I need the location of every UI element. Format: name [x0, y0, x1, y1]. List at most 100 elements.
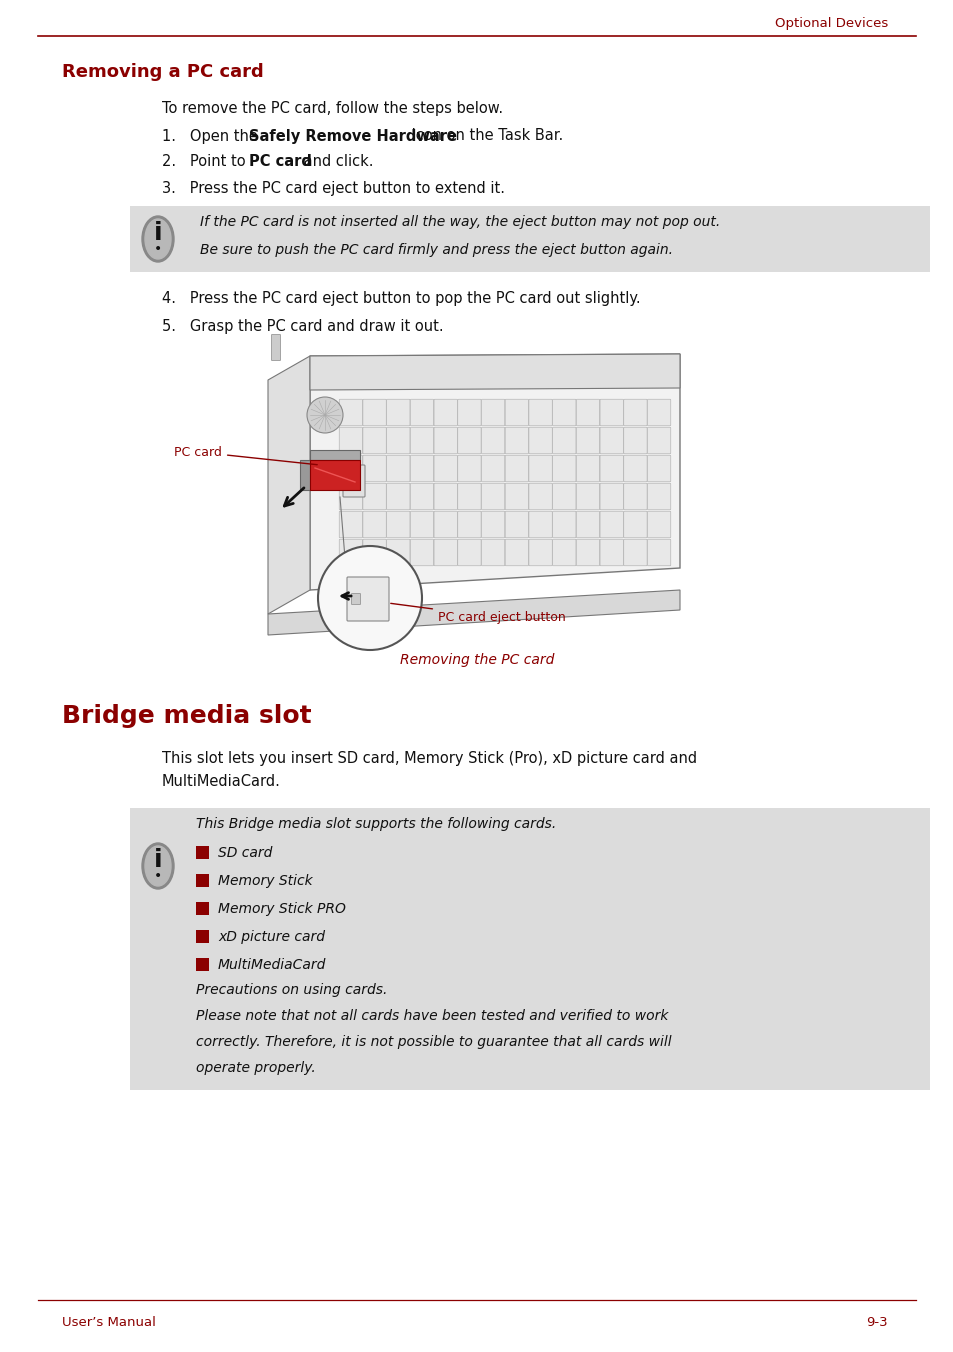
Text: Memory Stick PRO: Memory Stick PRO [218, 902, 346, 917]
FancyBboxPatch shape [552, 539, 576, 565]
Text: correctly. Therefore, it is not possible to guarantee that all cards will: correctly. Therefore, it is not possible… [195, 1036, 671, 1049]
Ellipse shape [145, 219, 171, 260]
Polygon shape [268, 589, 679, 635]
FancyBboxPatch shape [528, 511, 552, 538]
Polygon shape [268, 356, 310, 614]
FancyBboxPatch shape [362, 456, 386, 481]
FancyBboxPatch shape [457, 399, 480, 426]
FancyBboxPatch shape [386, 399, 410, 426]
FancyBboxPatch shape [599, 483, 622, 510]
FancyBboxPatch shape [195, 930, 209, 942]
Text: Safely Remove Hardware: Safely Remove Hardware [249, 128, 456, 143]
FancyBboxPatch shape [505, 427, 528, 454]
FancyBboxPatch shape [410, 456, 434, 481]
FancyBboxPatch shape [505, 483, 528, 510]
FancyBboxPatch shape [647, 483, 670, 510]
FancyBboxPatch shape [552, 511, 576, 538]
FancyBboxPatch shape [481, 539, 504, 565]
FancyBboxPatch shape [410, 539, 434, 565]
FancyBboxPatch shape [362, 511, 386, 538]
Text: If the PC card is not inserted all the way, the eject button may not pop out.: If the PC card is not inserted all the w… [200, 215, 720, 228]
Text: SD card: SD card [218, 846, 273, 860]
Text: Memory Stick: Memory Stick [218, 873, 313, 888]
FancyBboxPatch shape [599, 511, 622, 538]
Ellipse shape [145, 846, 171, 886]
FancyBboxPatch shape [599, 456, 622, 481]
FancyBboxPatch shape [362, 427, 386, 454]
FancyBboxPatch shape [481, 511, 504, 538]
Ellipse shape [142, 216, 173, 262]
FancyBboxPatch shape [195, 873, 209, 887]
Ellipse shape [142, 844, 173, 890]
FancyBboxPatch shape [195, 959, 209, 971]
Text: PC card eject button: PC card eject button [391, 603, 565, 625]
FancyBboxPatch shape [362, 483, 386, 510]
Text: 1.   Open the: 1. Open the [162, 128, 262, 143]
Text: i: i [153, 220, 162, 245]
Text: PC card: PC card [249, 154, 312, 169]
FancyBboxPatch shape [386, 427, 410, 454]
FancyBboxPatch shape [457, 456, 480, 481]
FancyBboxPatch shape [457, 511, 480, 538]
FancyBboxPatch shape [623, 427, 646, 454]
FancyBboxPatch shape [505, 539, 528, 565]
FancyBboxPatch shape [528, 399, 552, 426]
Text: PC card: PC card [174, 446, 317, 465]
FancyBboxPatch shape [386, 539, 410, 565]
FancyBboxPatch shape [623, 456, 646, 481]
FancyBboxPatch shape [339, 456, 362, 481]
FancyBboxPatch shape [130, 808, 929, 1090]
FancyBboxPatch shape [623, 539, 646, 565]
Text: icon on the Task Bar.: icon on the Task Bar. [407, 128, 563, 143]
Text: •: • [153, 242, 162, 256]
FancyBboxPatch shape [576, 511, 599, 538]
FancyBboxPatch shape [552, 483, 576, 510]
Text: 3.   Press the PC card eject button to extend it.: 3. Press the PC card eject button to ext… [162, 181, 504, 196]
Text: i: i [153, 848, 162, 872]
FancyBboxPatch shape [647, 399, 670, 426]
FancyBboxPatch shape [457, 483, 480, 510]
Polygon shape [310, 460, 359, 489]
FancyBboxPatch shape [481, 456, 504, 481]
FancyBboxPatch shape [623, 511, 646, 538]
FancyBboxPatch shape [195, 846, 209, 859]
FancyBboxPatch shape [410, 511, 434, 538]
FancyBboxPatch shape [434, 427, 456, 454]
FancyBboxPatch shape [410, 427, 434, 454]
FancyBboxPatch shape [339, 427, 362, 454]
Text: Please note that not all cards have been tested and verified to work: Please note that not all cards have been… [195, 1009, 668, 1023]
FancyBboxPatch shape [576, 539, 599, 565]
FancyBboxPatch shape [457, 427, 480, 454]
FancyBboxPatch shape [339, 399, 362, 426]
FancyBboxPatch shape [351, 594, 360, 604]
Text: operate properly.: operate properly. [195, 1061, 315, 1075]
FancyBboxPatch shape [505, 456, 528, 481]
FancyBboxPatch shape [481, 427, 504, 454]
Text: Precautions on using cards.: Precautions on using cards. [195, 983, 387, 996]
FancyBboxPatch shape [434, 539, 456, 565]
FancyBboxPatch shape [434, 483, 456, 510]
FancyBboxPatch shape [386, 511, 410, 538]
Text: Removing a PC card: Removing a PC card [62, 64, 263, 81]
Text: and click.: and click. [299, 154, 374, 169]
FancyBboxPatch shape [339, 483, 362, 510]
Text: 2.   Point to: 2. Point to [162, 154, 250, 169]
FancyBboxPatch shape [434, 456, 456, 481]
FancyBboxPatch shape [272, 334, 280, 361]
FancyBboxPatch shape [343, 465, 365, 498]
Text: MultiMediaCard.: MultiMediaCard. [162, 775, 280, 790]
FancyBboxPatch shape [195, 902, 209, 915]
FancyBboxPatch shape [362, 539, 386, 565]
FancyBboxPatch shape [434, 511, 456, 538]
FancyBboxPatch shape [623, 483, 646, 510]
Polygon shape [310, 450, 359, 460]
FancyBboxPatch shape [339, 511, 362, 538]
Text: 4.   Press the PC card eject button to pop the PC card out slightly.: 4. Press the PC card eject button to pop… [162, 291, 640, 306]
FancyBboxPatch shape [339, 539, 362, 565]
FancyBboxPatch shape [647, 539, 670, 565]
FancyBboxPatch shape [457, 539, 480, 565]
FancyBboxPatch shape [552, 399, 576, 426]
FancyBboxPatch shape [410, 399, 434, 426]
FancyBboxPatch shape [410, 483, 434, 510]
FancyBboxPatch shape [647, 427, 670, 454]
